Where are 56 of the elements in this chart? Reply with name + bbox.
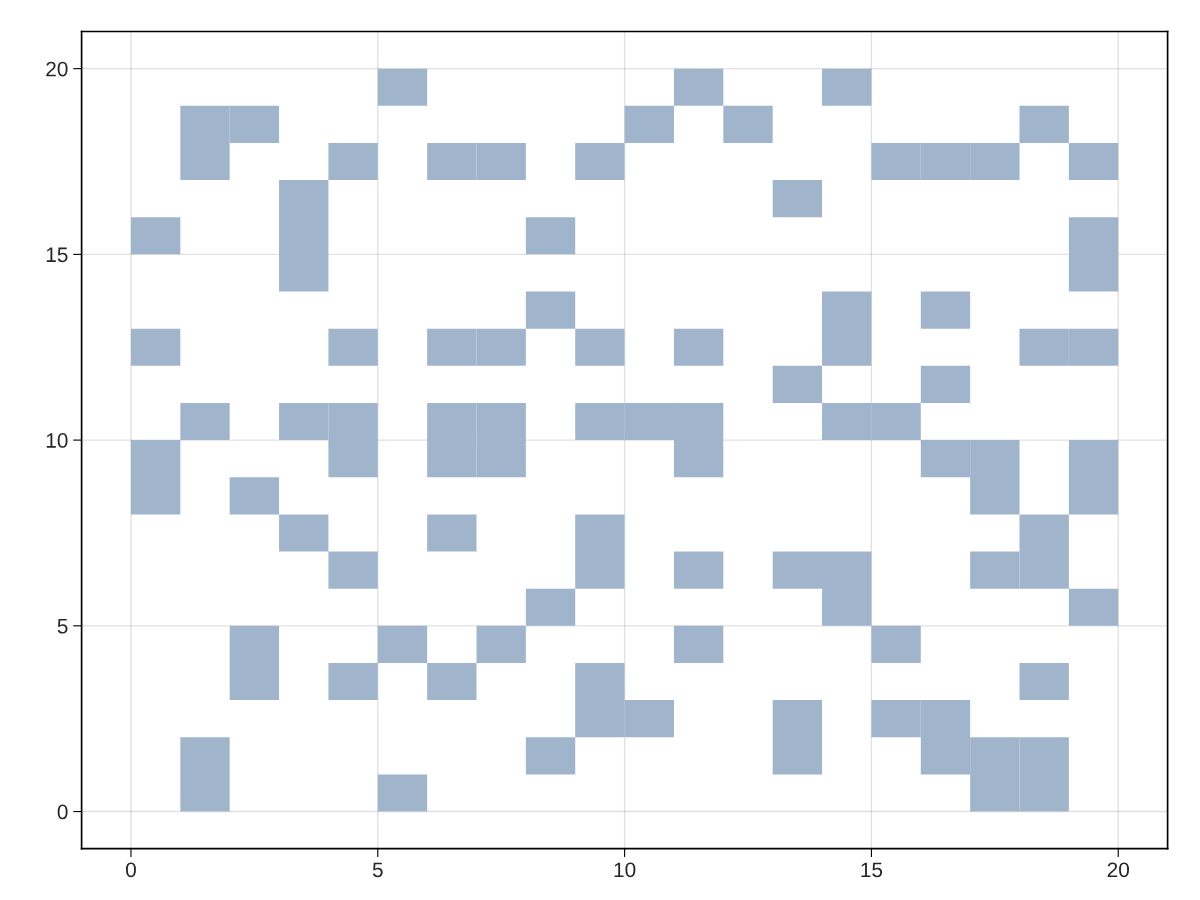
bar: [772, 700, 823, 775]
bar: [1068, 588, 1119, 626]
bar: [525, 588, 576, 626]
x-tick-label: 0: [125, 862, 136, 878]
bar: [229, 625, 280, 701]
bar: [427, 514, 477, 552]
bar: [1019, 662, 1069, 701]
x-tick-label: 5: [372, 862, 383, 878]
y-tick-label: 5: [57, 619, 68, 634]
bar: [328, 551, 378, 589]
bar: [772, 180, 823, 218]
bar: [476, 625, 526, 663]
bar: [377, 68, 428, 106]
bar: [1068, 217, 1119, 292]
bar: [525, 291, 576, 329]
y-tick-label: 15: [46, 247, 68, 263]
bar: [377, 774, 428, 812]
bar: [624, 105, 674, 143]
bar: [180, 402, 230, 441]
bar: [328, 328, 378, 366]
bar: [673, 551, 724, 589]
bar: [229, 477, 280, 515]
bar: [723, 105, 773, 143]
x-tick-label: 10: [614, 862, 636, 878]
bar: [180, 737, 230, 812]
bar: [871, 625, 921, 663]
bar: [673, 625, 724, 663]
bar: [920, 291, 971, 329]
bar: [279, 180, 329, 292]
bar: [427, 662, 477, 701]
bar: [130, 328, 181, 366]
bar: [525, 217, 576, 255]
x-tick-label: 20: [1107, 862, 1130, 878]
bar: [130, 217, 181, 255]
bar: [1068, 142, 1119, 181]
bar: [377, 625, 428, 663]
y-tick-label: 10: [46, 433, 68, 448]
bar: [1068, 440, 1119, 515]
bar: [1019, 105, 1069, 143]
bar: [575, 514, 625, 589]
bar: [575, 328, 625, 366]
bar: [822, 68, 872, 106]
y-tick-label: 0: [57, 804, 68, 820]
bar: [279, 514, 329, 552]
bar: [822, 291, 872, 366]
x-tick-label: 15: [861, 862, 883, 878]
bar: [525, 737, 576, 775]
bar: [130, 440, 181, 515]
y-tick-label: 20: [46, 61, 68, 77]
bar: [920, 365, 971, 403]
bar: [328, 142, 378, 181]
bar: [673, 328, 724, 366]
bar: [673, 68, 724, 106]
bar: [328, 662, 378, 701]
bar: [575, 142, 625, 181]
bar: [772, 365, 823, 403]
